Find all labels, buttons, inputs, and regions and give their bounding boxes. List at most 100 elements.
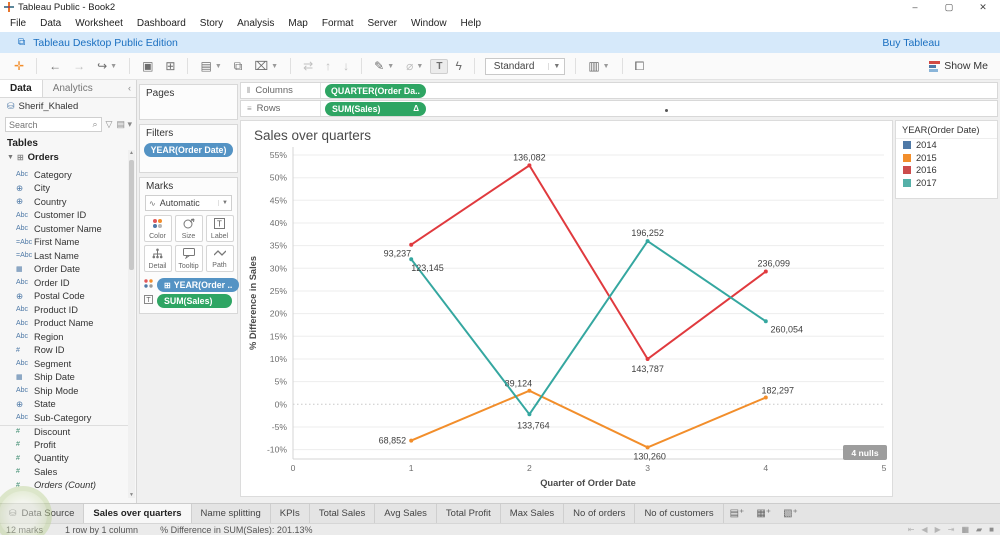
field-state[interactable]: ⊕ State — [0, 398, 128, 412]
page-nav-icon-2[interactable]: ▶ — [934, 525, 941, 534]
scroll-thumb[interactable] — [129, 160, 134, 270]
search-box[interactable]: ⌕ — [5, 117, 102, 132]
path-button[interactable]: Path — [205, 245, 234, 272]
field-first-name[interactable]: =Abc First Name — [0, 236, 128, 250]
color-legend[interactable]: YEAR(Order Date) 2014 2015 2016 2017 — [895, 120, 998, 199]
field-country[interactable]: ⊕ Country — [0, 195, 128, 209]
show-mark-labels-button[interactable]: T — [430, 58, 449, 74]
menu-server[interactable]: Server — [367, 17, 397, 29]
field-discount[interactable]: # Discount — [0, 424, 128, 439]
menu-window[interactable]: Window — [410, 17, 447, 29]
rows-pill-sum-sales[interactable]: SUM(Sales) Δ — [325, 101, 426, 116]
sheet-tab-max-sales[interactable]: Max Sales — [501, 504, 565, 523]
menu-file[interactable]: File — [10, 17, 27, 29]
menu-analysis[interactable]: Analysis — [237, 17, 275, 29]
field-sub-category[interactable]: Abc Sub-Category — [0, 411, 128, 425]
tooltip-button[interactable]: Tooltip — [174, 245, 203, 272]
field-ship-mode[interactable]: Abc Ship Mode — [0, 384, 128, 398]
columns-shelf[interactable]: ⫴ Columns QUARTER(Order Da.. — [240, 82, 998, 99]
menu-data[interactable]: Data — [40, 17, 62, 29]
chart-area[interactable]: 55% 50% 45% 40% 35% 30% 25% 20% 15% 10% 5% 0% -5% -10… — [240, 120, 893, 497]
collapse-pane-icon[interactable]: ‹ — [128, 83, 131, 93]
cell-size-button[interactable]: ▥ ▼ — [583, 57, 614, 75]
view-options-icon[interactable]: ▤ ▾ — [116, 119, 132, 129]
tableau-logo[interactable]: ✛ — [9, 57, 29, 75]
field-product-name[interactable]: Abc Product Name — [0, 317, 128, 331]
minimize-button[interactable]: – — [912, 1, 918, 12]
page-nav-icon-1[interactable]: ◀ — [921, 525, 928, 534]
show-me-button[interactable]: Show Me — [929, 60, 988, 72]
pages-shelf[interactable]: Pages — [139, 84, 238, 120]
new-story-tab-button[interactable]: ▧⁺ — [783, 508, 798, 519]
page-nav-icon-3[interactable]: ⇥ — [947, 525, 955, 534]
highlight-button[interactable]: ✎ ▼ — [369, 57, 399, 75]
line-chart[interactable]: 55% 50% 45% 40% 35% 30% 25% 20% 15% 10% 5% 0% -5% -10… — [241, 121, 894, 498]
field-product-id[interactable]: Abc Product ID — [0, 303, 128, 317]
sheet-tab-kpis[interactable]: KPIs — [271, 504, 310, 523]
tab-data[interactable]: Data — [0, 80, 43, 97]
field-sales[interactable]: # Sales — [0, 465, 128, 479]
filter-fields-icon[interactable]: ▽ — [105, 119, 113, 129]
marks-pill-sum-sales[interactable]: SUM(Sales) — [157, 294, 232, 308]
duplicate-sheet-button[interactable]: ⧉ — [229, 57, 248, 76]
rows-shelf[interactable]: ≡ Rows SUM(Sales) Δ — [240, 100, 998, 117]
menu-help[interactable]: Help — [460, 17, 482, 29]
scroll-up-icon[interactable]: ▲ — [129, 150, 134, 156]
sort-descending-button[interactable]: ↓ — [338, 57, 354, 75]
field-last-name[interactable]: =Abc Last Name — [0, 249, 128, 263]
datasource-connection[interactable]: ⛁ Sherif_Khaled — [0, 98, 136, 115]
buy-tableau-link[interactable]: Buy Tableau — [882, 36, 940, 49]
menu-story[interactable]: Story — [199, 17, 224, 29]
sheet-tab-name-splitting[interactable]: Name splitting — [192, 504, 271, 523]
collapse-arrow-icon[interactable]: ▼ — [7, 154, 14, 161]
sheet-tab-avg-sales[interactable]: Avg Sales — [375, 504, 437, 523]
forward-button[interactable]: → — [68, 57, 90, 75]
marks-pill-year[interactable]: ⊞ YEAR(Order .. — [157, 278, 240, 292]
page-nav-icon-0[interactable]: ⇤ — [907, 525, 915, 534]
swap-axes-button[interactable]: ⇄ — [298, 57, 318, 75]
field-ship-date[interactable]: ▦ Ship Date — [0, 371, 128, 385]
field-orders-count[interactable]: # Orders (Count) — [0, 479, 128, 493]
view-mode-icon-2[interactable]: ■ — [989, 525, 994, 534]
field-quantity[interactable]: # Quantity — [0, 452, 128, 466]
sheet-tab-total-sales[interactable]: Total Sales — [310, 504, 376, 523]
tab-analytics[interactable]: Analytics — [52, 83, 93, 94]
sheet-tab-no-of-orders[interactable]: No of orders — [564, 504, 636, 523]
field-row-id[interactable]: # Row ID — [0, 344, 128, 358]
color-button[interactable]: Color — [143, 215, 172, 242]
menu-map[interactable]: Map — [288, 17, 308, 29]
legend-item-2017[interactable]: 2017 — [896, 177, 997, 190]
filter-pill-year-order-date[interactable]: YEAR(Order Date) — [144, 143, 233, 157]
mark-type-dropdown[interactable]: ∿ Automatic ▼ — [145, 195, 232, 211]
back-button[interactable]: ← — [44, 57, 66, 75]
format-button[interactable]: ⌀ ▼ — [401, 57, 428, 75]
new-worksheet-tab-button[interactable]: ▤⁺ — [729, 508, 745, 519]
field-order-id[interactable]: Abc Order ID — [0, 276, 128, 290]
legend-item-2014[interactable]: 2014 — [896, 139, 997, 152]
view-mode-icon-0[interactable]: ▦ — [961, 525, 969, 534]
sheet-tab-data-source[interactable]: ⛁ Data Source — [0, 504, 85, 523]
sheet-tab-sales-over-quarters[interactable]: Sales over quarters — [84, 504, 192, 523]
presentation-mode-button[interactable]: ⧠ — [630, 57, 650, 76]
menu-format[interactable]: Format — [321, 17, 354, 29]
sheet-tab-no-of-customers[interactable]: No of customers — [635, 504, 724, 523]
fix-axes-button[interactable]: ϟ — [450, 57, 466, 75]
columns-pill-quarter[interactable]: QUARTER(Order Da.. — [325, 83, 426, 98]
scroll-down-icon[interactable]: ▼ — [129, 492, 134, 498]
field-order-date[interactable]: ▦ Order Date — [0, 263, 128, 277]
field-city[interactable]: ⊕ City — [0, 182, 128, 196]
save-button[interactable]: ▣ — [137, 57, 158, 75]
scrollbar[interactable]: ▲ ▼ — [128, 150, 135, 498]
new-worksheet-button[interactable]: ▤ ▼ — [195, 57, 226, 75]
maximize-button[interactable]: ▢ — [944, 1, 954, 12]
field-customer-id[interactable]: Abc Customer ID — [0, 209, 128, 223]
new-dashboard-tab-button[interactable]: ▦⁺ — [756, 508, 772, 519]
search-input[interactable] — [9, 119, 79, 130]
field-category[interactable]: Abc Category — [0, 168, 128, 182]
menu-dashboard[interactable]: Dashboard — [136, 17, 186, 29]
fit-dropdown[interactable]: Standard ▼ — [484, 57, 566, 75]
field-profit[interactable]: # Profit — [0, 438, 128, 452]
close-button[interactable]: ✕ — [979, 1, 987, 12]
filters-shelf[interactable]: Filters YEAR(Order Date) — [139, 124, 238, 173]
field-postal-code[interactable]: ⊕ Postal Code — [0, 290, 128, 304]
